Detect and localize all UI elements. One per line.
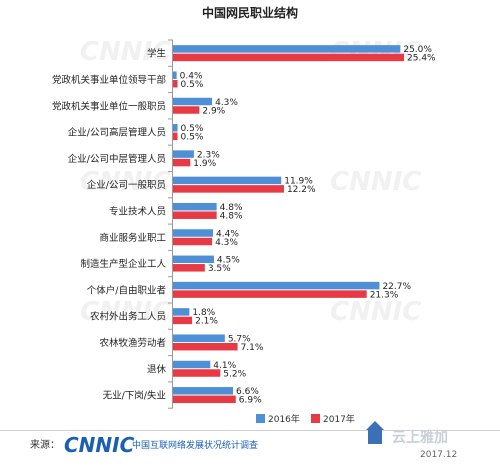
bar-2017年-13: [173, 395, 236, 404]
cnnic-logo: CNNIC: [64, 433, 135, 457]
data-label: 4.3%: [215, 98, 238, 108]
bar-2016年-5: [173, 176, 282, 185]
data-label: 0.5%: [181, 133, 204, 143]
category-label: 专业技术人员: [109, 205, 166, 217]
value-labels: 25.0%25.4%0.4%0.5%4.3%2.9%0.5%0.5%2.3%1.…: [180, 45, 436, 405]
data-label: 4.8%: [220, 211, 243, 221]
data-label: 4.8%: [220, 203, 243, 213]
watermark-text: CNNIC: [80, 297, 171, 327]
footer-org-text: 中国互联网络发展状况统计调查: [132, 439, 258, 451]
data-label: 2.9%: [202, 106, 225, 116]
legend: 2016年 2017年: [256, 413, 355, 425]
data-label: 4.5%: [217, 256, 240, 266]
watermark-text: CNNIC: [80, 37, 171, 67]
bar-2017年-11: [173, 342, 238, 351]
data-label: 7.1%: [241, 343, 264, 353]
data-label: 3.5%: [208, 264, 231, 274]
category-label: 企业/公司高层管理人员: [68, 127, 166, 139]
bar-2017年-2: [173, 106, 200, 114]
category-label: 个体户/自由职业者: [87, 284, 166, 296]
data-label: 25.4%: [407, 54, 436, 64]
data-label: 1.9%: [193, 159, 216, 169]
legend-swatch-2017: [311, 414, 320, 423]
category-label: 制造生产型企业工人: [80, 258, 166, 270]
bar-2016年-0: [173, 45, 401, 53]
data-label: 0.5%: [181, 80, 204, 90]
footer: 来源： CNNIC 中国互联网络发展状况统计调查 云上雅加 2017.12: [30, 421, 457, 460]
bars: [173, 45, 404, 404]
category-label: 无业/下岗/失业: [103, 390, 166, 402]
bar-2017年-1: [173, 79, 178, 88]
bar-2017年-10: [173, 316, 193, 325]
legend-label-2016: 2016年: [268, 413, 300, 425]
bar-2017年-3: [173, 132, 178, 141]
bar-2016年-12: [173, 360, 211, 369]
watermark-text: CNNIC: [330, 167, 421, 197]
data-label: 6.9%: [239, 396, 262, 406]
bar-2016年-6: [173, 202, 217, 211]
data-label: 0.4%: [180, 71, 203, 81]
data-label: 21.3%: [370, 290, 399, 300]
data-label: 11.9%: [284, 177, 313, 187]
category-label: 农村外出务工人员: [90, 311, 166, 323]
category-label: 商业服务业职工: [99, 232, 166, 244]
footer-source-label: 来源：: [30, 438, 60, 451]
data-label: 5.2%: [223, 369, 246, 379]
data-label: 2.1%: [195, 317, 218, 327]
category-label: 学生: [147, 48, 167, 60]
brand-text: 云上雅加: [392, 429, 448, 446]
y-axis-ticks: [168, 39, 173, 409]
bar-2017年-8: [173, 264, 205, 272]
watermark-text: CNNIC: [80, 167, 171, 197]
bar-2016年-11: [173, 334, 225, 342]
bar-2016年-9: [173, 281, 380, 290]
data-label: 22.7%: [382, 282, 411, 292]
watermark-layer: CNNICCNNICCNNICCNNICCNNICCNNIC: [80, 37, 421, 327]
data-label: 12.2%: [287, 185, 316, 195]
bar-2016年-10: [173, 308, 190, 316]
bar-2017年-0: [173, 53, 404, 62]
data-label: 5.7%: [228, 334, 251, 344]
bar-2017年-12: [173, 369, 221, 377]
brand-icon: [366, 421, 384, 444]
bar-2016年-13: [173, 387, 234, 395]
category-label: 退休: [147, 363, 167, 375]
data-label: 6.6%: [236, 387, 259, 397]
bar-2016年-1: [173, 71, 177, 79]
bar-2016年-2: [173, 97, 213, 106]
data-label: 25.0%: [403, 45, 432, 55]
category-label: 党政机关事业单位领导干部: [52, 74, 166, 86]
data-label: 4.1%: [213, 361, 236, 371]
data-label: 0.5%: [181, 124, 204, 134]
watermark-text: CNNIC: [330, 297, 421, 327]
bar-2017年-5: [173, 185, 284, 193]
data-label: 4.4%: [216, 229, 239, 239]
category-labels: 学生党政机关事业单位领导干部党政机关事业单位一般职员企业/公司高层管理人员企业/…: [52, 48, 167, 402]
data-label: 2.3%: [197, 150, 220, 160]
bar-2017年-7: [173, 237, 213, 246]
bar-2016年-3: [173, 124, 178, 132]
category-label: 党政机关事业单位一般职员: [52, 100, 166, 112]
chart-title: 中国网民职业结构: [202, 5, 298, 20]
data-label: 1.8%: [192, 308, 215, 318]
bar-2016年-4: [173, 150, 194, 158]
bar-2017年-6: [173, 211, 217, 219]
legend-swatch-2016: [256, 414, 265, 423]
footer-date: 2017.12: [420, 450, 457, 460]
category-label: 农林牧渔劳动者: [99, 337, 166, 349]
legend-label-2017: 2017年: [323, 413, 355, 425]
bar-2016年-7: [173, 229, 214, 237]
bar-2017年-4: [173, 158, 191, 167]
bar-2016年-8: [173, 255, 214, 264]
data-label: 4.3%: [215, 238, 238, 248]
category-label: 企业/公司一般职员: [87, 179, 166, 191]
bar-2017年-9: [173, 290, 367, 298]
category-label: 企业/公司中层管理人员: [68, 153, 166, 165]
